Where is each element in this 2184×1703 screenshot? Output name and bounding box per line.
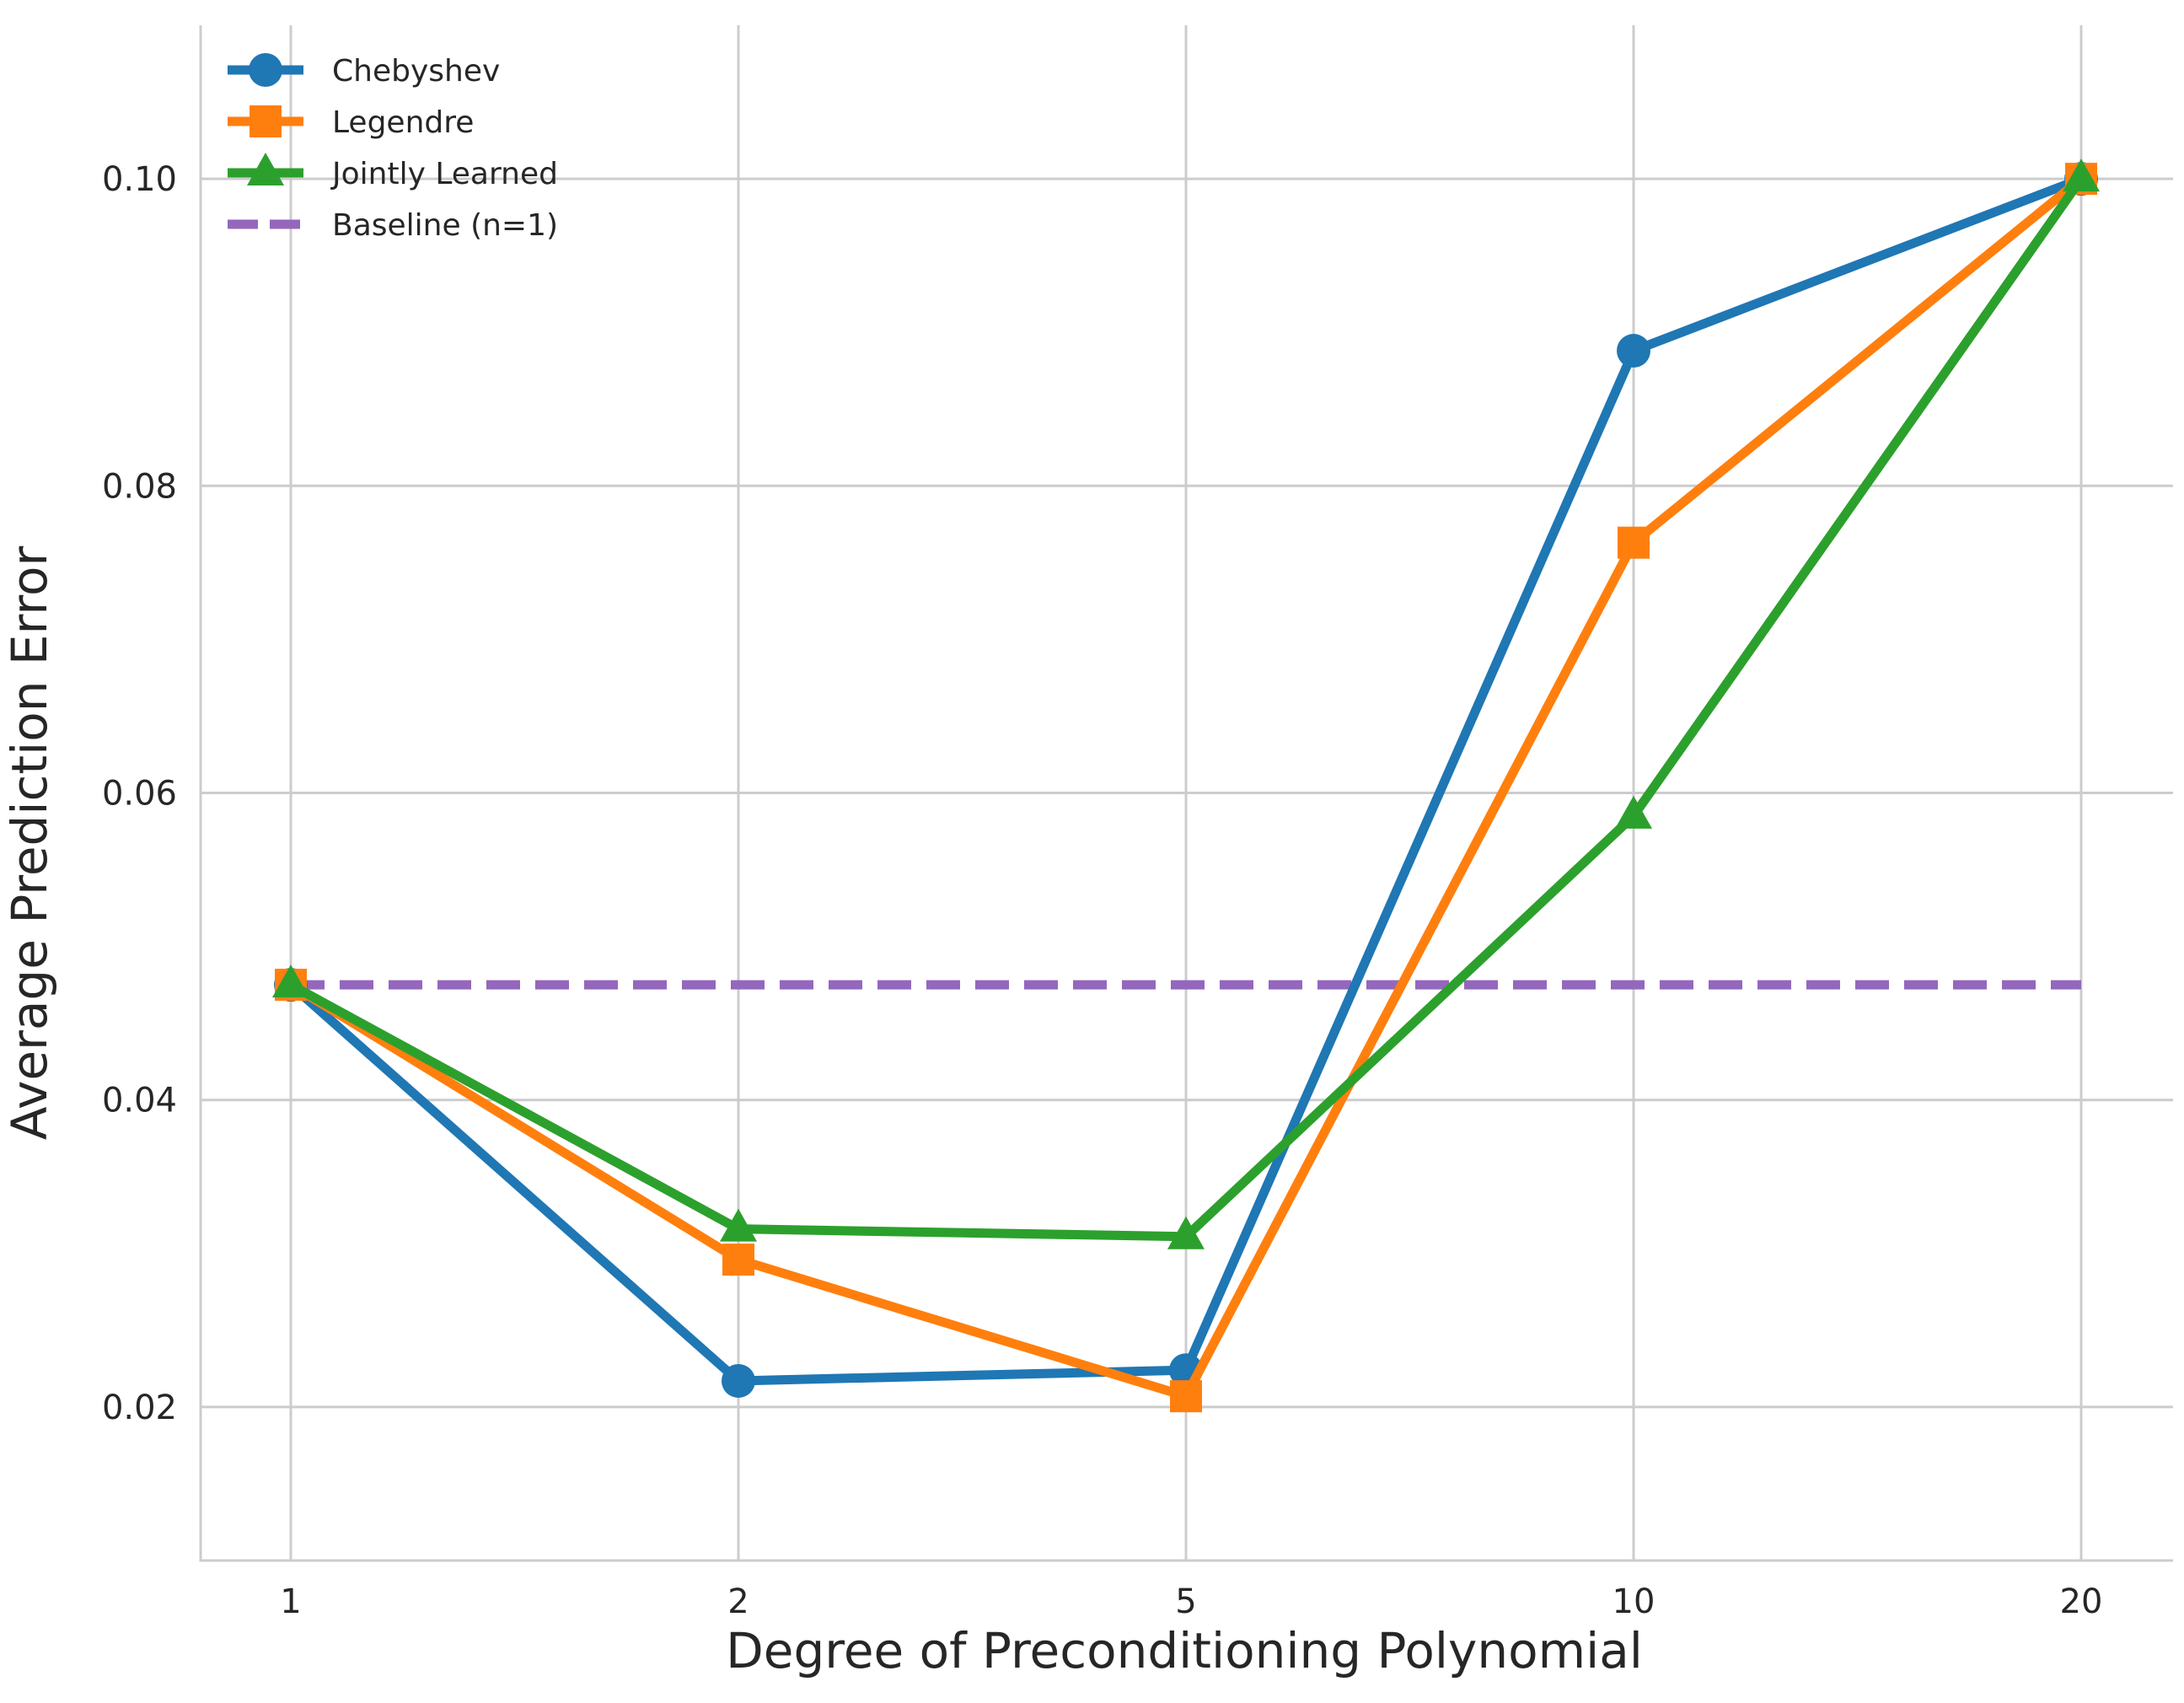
legend-label-baseline-n-1: Baseline (n=1)	[332, 208, 558, 243]
legend: Chebyshev Legendre Jointly Learned Baseline…	[228, 53, 558, 243]
x-axis-label: Degree of Preconditioning Polynomial	[726, 1622, 1643, 1679]
data-point-jointly-learned	[2063, 158, 2100, 192]
legend-marker-chebyshev	[249, 53, 282, 87]
y-tick-label: 0.06	[102, 775, 177, 814]
x-tick-label: 10	[1613, 1582, 1655, 1621]
series-jointly-learned	[272, 158, 2100, 1249]
legend-entry-baseline-n-1: Baseline (n=1)	[228, 208, 558, 243]
data-point-legendre	[722, 1244, 754, 1276]
y-tick-label: 0.02	[102, 1389, 177, 1427]
legend-marker-legendre	[250, 105, 282, 137]
legend-marker-jointly-learned	[247, 153, 284, 185]
y-tick-label: 0.04	[102, 1082, 177, 1120]
data-point-legendre	[1170, 1380, 1202, 1413]
data-point-chebyshev	[1617, 334, 1650, 368]
axis-spines	[199, 25, 2173, 1562]
legend-label-chebyshev: Chebyshev	[332, 54, 500, 89]
legend-entry-legendre: Legendre	[228, 105, 474, 140]
legend-entry-jointly-learned: Jointly Learned	[228, 153, 558, 191]
series-layer	[272, 158, 2100, 1413]
x-tick-label: 5	[1175, 1582, 1196, 1621]
legend-entry-chebyshev: Chebyshev	[228, 53, 500, 89]
data-point-jointly-learned	[1615, 795, 1652, 829]
y-tick-label: 0.10	[102, 160, 177, 199]
ticks-layer: 1 2 5 10 20 0.02 0.04 0.06 0.08 0.10	[102, 160, 2103, 1621]
data-point-legendre	[1618, 526, 1650, 559]
legend-label-jointly-learned: Jointly Learned	[330, 157, 558, 191]
data-point-jointly-learned	[720, 1208, 757, 1242]
axes-layer	[199, 25, 2173, 1562]
x-tick-label: 20	[2060, 1582, 2103, 1621]
x-tick-label: 2	[727, 1582, 749, 1621]
x-tick-label: 1	[280, 1582, 301, 1621]
y-tick-label: 0.08	[102, 467, 177, 506]
y-axis-label: Average Prediction Error	[1, 546, 58, 1141]
data-point-chebyshev	[722, 1363, 755, 1398]
data-point-jointly-learned	[272, 964, 309, 998]
legend-label-legendre: Legendre	[332, 105, 474, 140]
data-point-jointly-learned	[1167, 1216, 1205, 1249]
